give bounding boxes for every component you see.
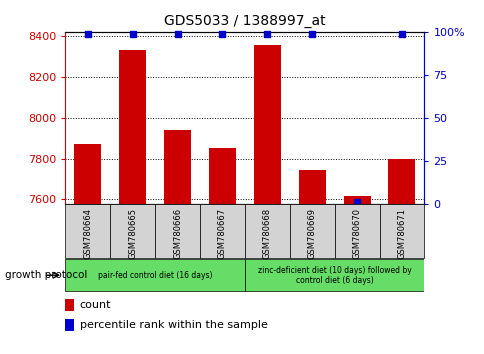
Bar [244,259,424,291]
Bar [343,196,370,204]
Bar [65,204,110,258]
Bar [110,204,155,258]
Bar [200,204,244,258]
Bar [164,130,191,204]
Text: GSM780670: GSM780670 [352,208,361,259]
Text: growth protocol: growth protocol [5,270,87,280]
Text: GSM780664: GSM780664 [83,208,92,259]
Text: GSM780671: GSM780671 [396,208,406,259]
Bar [155,204,200,258]
Bar [334,204,378,258]
Bar [74,144,101,204]
Text: GSM780666: GSM780666 [173,208,182,259]
Text: pair-fed control diet (16 days): pair-fed control diet (16 days) [98,271,212,280]
Text: GSM780665: GSM780665 [128,208,137,259]
Bar [65,319,75,331]
Text: GSM780668: GSM780668 [262,208,272,259]
Bar [209,148,235,204]
Bar [289,204,334,258]
Bar [244,204,289,258]
Bar [388,159,414,204]
Text: count: count [80,300,111,310]
Text: GSM780667: GSM780667 [217,208,227,259]
Bar [298,170,325,204]
Bar [65,299,75,311]
Bar [254,45,280,204]
Bar [65,259,244,291]
Text: GSM780669: GSM780669 [307,208,316,259]
Title: GDS5033 / 1388997_at: GDS5033 / 1388997_at [164,14,325,28]
Text: percentile rank within the sample: percentile rank within the sample [80,320,267,330]
Text: zinc-deficient diet (10 days) followed by
control diet (6 days): zinc-deficient diet (10 days) followed b… [257,266,411,285]
Bar [119,50,146,204]
Bar [378,204,424,258]
